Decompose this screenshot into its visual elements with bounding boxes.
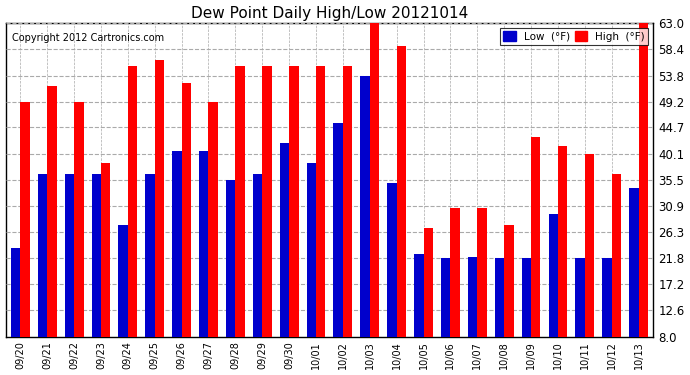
- Bar: [155, 60, 164, 375]
- Bar: [602, 258, 611, 375]
- Bar: [451, 209, 460, 375]
- Bar: [181, 83, 191, 375]
- Bar: [477, 209, 486, 375]
- Bar: [279, 143, 289, 375]
- Bar: [289, 66, 299, 375]
- Bar: [253, 174, 262, 375]
- Bar: [65, 174, 74, 375]
- Bar: [504, 225, 513, 375]
- Bar: [199, 152, 208, 375]
- Bar: [101, 163, 110, 375]
- Bar: [629, 188, 638, 375]
- Bar: [397, 46, 406, 375]
- Legend: Low  (°F), High  (°F): Low (°F), High (°F): [500, 28, 648, 45]
- Title: Dew Point Daily High/Low 20121014: Dew Point Daily High/Low 20121014: [191, 6, 468, 21]
- Bar: [585, 154, 594, 375]
- Bar: [38, 174, 47, 375]
- Text: Copyright 2012 Cartronics.com: Copyright 2012 Cartronics.com: [12, 33, 164, 42]
- Bar: [549, 214, 558, 375]
- Bar: [468, 257, 477, 375]
- Bar: [235, 66, 245, 375]
- Bar: [11, 248, 20, 375]
- Bar: [441, 258, 451, 375]
- Bar: [262, 66, 272, 375]
- Bar: [146, 174, 155, 375]
- Bar: [333, 123, 343, 375]
- Bar: [47, 86, 57, 375]
- Bar: [531, 137, 540, 375]
- Bar: [172, 152, 181, 375]
- Bar: [387, 183, 397, 375]
- Bar: [414, 254, 424, 375]
- Bar: [119, 225, 128, 375]
- Bar: [611, 174, 621, 375]
- Bar: [74, 102, 83, 375]
- Bar: [522, 258, 531, 375]
- Bar: [360, 75, 370, 375]
- Bar: [495, 258, 504, 375]
- Bar: [208, 102, 218, 375]
- Bar: [638, 23, 648, 375]
- Bar: [92, 174, 101, 375]
- Bar: [575, 258, 585, 375]
- Bar: [370, 23, 380, 375]
- Bar: [558, 146, 567, 375]
- Bar: [128, 66, 137, 375]
- Bar: [20, 102, 30, 375]
- Bar: [226, 180, 235, 375]
- Bar: [306, 163, 316, 375]
- Bar: [343, 66, 353, 375]
- Bar: [424, 228, 433, 375]
- Bar: [316, 66, 326, 375]
